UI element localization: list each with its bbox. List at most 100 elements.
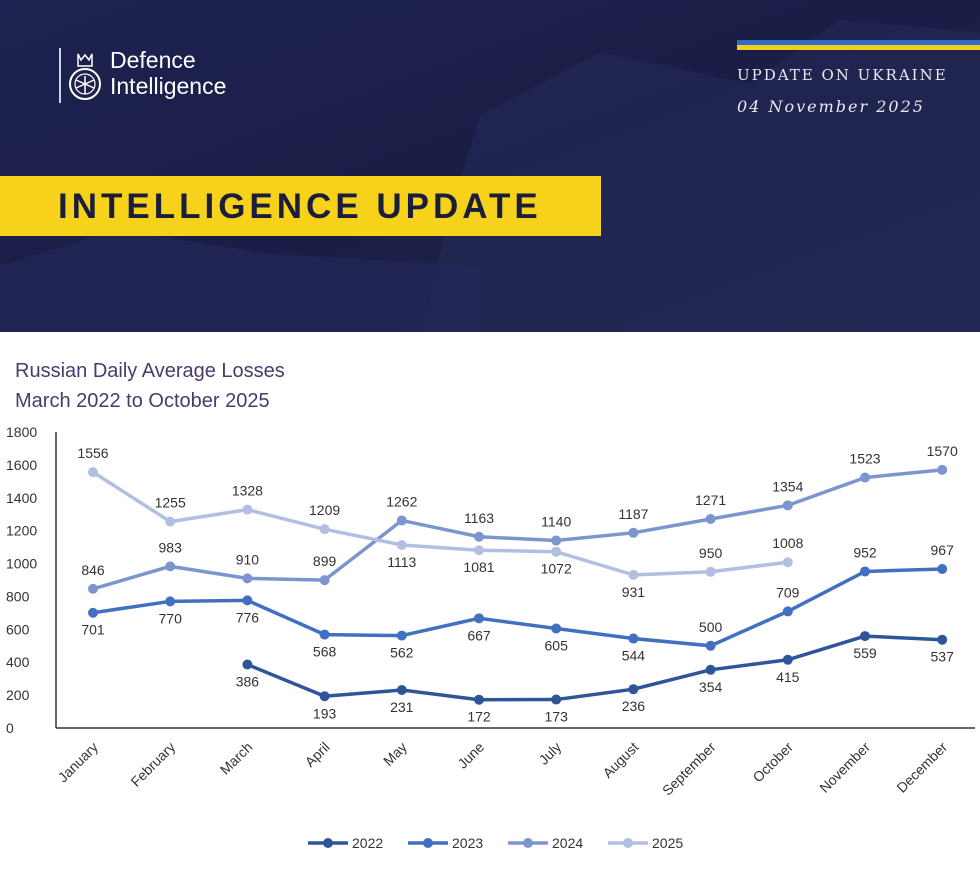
data-point-2024 <box>860 472 870 483</box>
chart-title-line-1: Russian Daily Average Losses <box>15 360 285 382</box>
data-point-2024 <box>396 515 407 526</box>
y-tick-label: 1600 <box>6 457 37 473</box>
x-tick-label: January <box>55 739 102 786</box>
data-point-2023 <box>165 596 176 607</box>
series-line-2022 <box>246 634 943 702</box>
legend-label-2023: 2023 <box>452 835 483 851</box>
data-label-2023: 709 <box>776 584 800 600</box>
data-point-2025 <box>705 566 716 577</box>
data-point-2023 <box>319 629 330 640</box>
data-label-2025: 1209 <box>309 502 340 518</box>
data-point-2023 <box>242 595 253 606</box>
data-label-2022: 172 <box>467 709 491 725</box>
update-date: 04 November 2025 <box>737 97 925 116</box>
data-label-2024: 899 <box>313 553 337 569</box>
data-point-2024 <box>242 573 253 584</box>
data-point-2022 <box>628 684 639 695</box>
data-label-2022: 354 <box>699 679 723 695</box>
y-tick-label: 1200 <box>6 523 37 539</box>
data-point-2024 <box>319 575 330 586</box>
y-tick-label: 200 <box>6 687 30 703</box>
legend-marker-2024 <box>523 838 533 848</box>
data-point-2023 <box>551 623 562 634</box>
data-label-2023: 568 <box>313 644 337 660</box>
data-label-2023: 967 <box>931 542 955 558</box>
data-point-2022 <box>937 634 948 645</box>
data-point-2022 <box>319 691 330 702</box>
legend-label-2025: 2025 <box>652 835 683 851</box>
data-label-2024: 1187 <box>618 506 648 522</box>
data-point-2024 <box>782 500 793 511</box>
data-label-2022: 559 <box>853 645 877 661</box>
data-label-2023: 952 <box>853 544 877 560</box>
data-label-2024: 1570 <box>927 443 958 459</box>
data-label-2023: 776 <box>236 609 260 625</box>
data-label-2022: 231 <box>390 699 414 715</box>
data-point-2024 <box>937 464 948 475</box>
title-banner: INTELLIGENCE UPDATE <box>0 176 601 236</box>
logo-divider <box>59 48 61 103</box>
data-point-2025 <box>474 545 484 556</box>
data-label-2023: 562 <box>390 645 414 661</box>
data-point-2023 <box>396 630 407 641</box>
data-point-2025 <box>551 546 562 557</box>
x-tick-label: August <box>599 739 641 781</box>
data-point-2023 <box>860 566 870 577</box>
data-label-2023: 544 <box>622 648 646 664</box>
chart-title: Russian Daily Average Losses March 2022 … <box>15 356 285 416</box>
series-line-2025 <box>92 470 789 577</box>
series-line-2023 <box>92 567 943 648</box>
data-point-2023 <box>88 607 98 618</box>
data-point-2025 <box>242 504 253 515</box>
data-point-2025 <box>88 467 98 478</box>
x-tick-label: October <box>749 739 796 786</box>
data-point-2023 <box>705 640 716 651</box>
data-label-2024: 1271 <box>695 492 726 508</box>
data-point-2024 <box>165 561 176 572</box>
legend-marker-2022 <box>323 838 333 848</box>
data-label-2025: 1113 <box>387 554 416 570</box>
data-point-2024 <box>551 535 562 546</box>
x-tick-label: February <box>127 739 178 790</box>
data-label-2022: 173 <box>545 709 569 725</box>
x-tick-label: December <box>893 739 950 796</box>
data-point-2024 <box>88 583 98 594</box>
y-tick-label: 1000 <box>6 556 37 572</box>
data-point-2023 <box>782 606 793 617</box>
data-label-2023: 701 <box>81 622 105 638</box>
data-point-2022 <box>396 685 407 696</box>
header-banner: Defence Intelligence UPDATE ON UKRAINE 0… <box>0 0 980 332</box>
update-kicker: UPDATE ON UKRAINE <box>737 66 948 84</box>
x-tick-label: May <box>380 739 410 769</box>
data-label-2022: 537 <box>931 649 955 665</box>
data-label-2022: 193 <box>313 705 337 721</box>
y-tick-label: 1400 <box>6 490 37 506</box>
data-label-2024: 1354 <box>772 478 803 494</box>
data-point-2025 <box>782 557 793 568</box>
data-label-2025: 1556 <box>77 445 108 461</box>
logo-line-2: Intelligence <box>110 73 227 99</box>
x-tick-label: March <box>217 739 256 778</box>
y-tick-label: 400 <box>6 654 30 670</box>
ukraine-flag-stripe <box>737 40 980 50</box>
data-label-2024: 910 <box>236 551 260 567</box>
series-line-2024 <box>92 468 943 591</box>
x-tick-label: November <box>816 739 873 796</box>
y-tick-label: 0 <box>6 720 14 736</box>
defence-crest-icon <box>69 53 101 100</box>
data-point-2025 <box>319 524 330 535</box>
data-label-2025: 1081 <box>463 559 494 575</box>
data-point-2024 <box>474 531 484 542</box>
legend-label-2024: 2024 <box>552 835 583 851</box>
legend-marker-2025 <box>623 838 633 848</box>
data-label-2024: 983 <box>159 539 183 555</box>
data-label-2025: 931 <box>622 584 646 600</box>
data-label-2022: 415 <box>776 669 800 685</box>
data-label-2023: 667 <box>467 627 491 643</box>
data-point-2024 <box>705 513 716 524</box>
data-label-2025: 1072 <box>541 561 572 577</box>
data-label-2023: 605 <box>545 638 569 654</box>
data-label-2025: 1328 <box>232 483 263 499</box>
data-point-2023 <box>937 563 948 574</box>
